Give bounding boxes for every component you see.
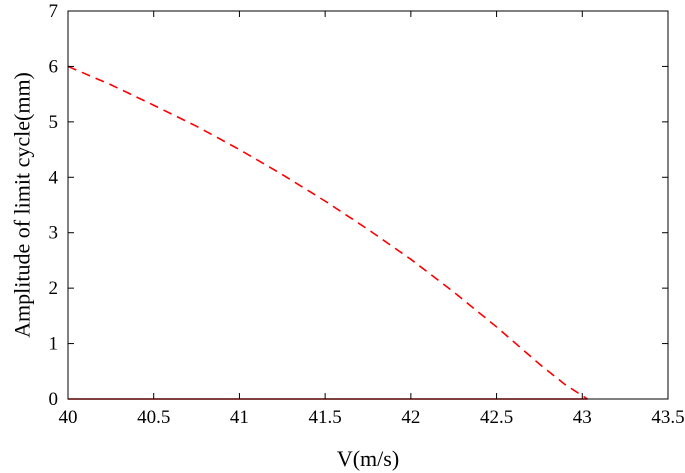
x-tick-label: 40.5 — [137, 407, 170, 428]
tick-layer: 40 40.5 41 41.5 42 42.5 43 43.5 0 1 2 3 4 5 6 7 — [49, 1, 685, 428]
y-tick-label: 1 — [49, 334, 59, 355]
plot-frame — [67, 10, 669, 400]
y-tick-label: 4 — [49, 167, 59, 188]
x-tick-label: 40 — [59, 407, 78, 428]
y-tick-label: 0 — [49, 389, 59, 410]
x-tick-label: 41.5 — [309, 407, 342, 428]
y-tick-label: 3 — [49, 223, 59, 244]
unstable-limit-cycle-line-0 — [67, 65, 588, 400]
x-tick-label: 41 — [230, 407, 249, 428]
x-tick-label: 43 — [573, 407, 592, 428]
x-tick-label: 42 — [401, 407, 420, 428]
y-axis-label: Amplitude of limit cycle(mm) — [10, 72, 35, 338]
y-tick-label: 5 — [49, 112, 59, 133]
y-tick-label: 7 — [49, 1, 59, 22]
x-tick-label: 43.5 — [651, 407, 684, 428]
y-tick-label: 6 — [49, 56, 59, 77]
x-axis-label: V(m/s) — [337, 446, 399, 471]
y-tick-label: 2 — [49, 278, 59, 299]
plot-layer — [67, 65, 588, 400]
x-tick-label: 42.5 — [480, 407, 513, 428]
